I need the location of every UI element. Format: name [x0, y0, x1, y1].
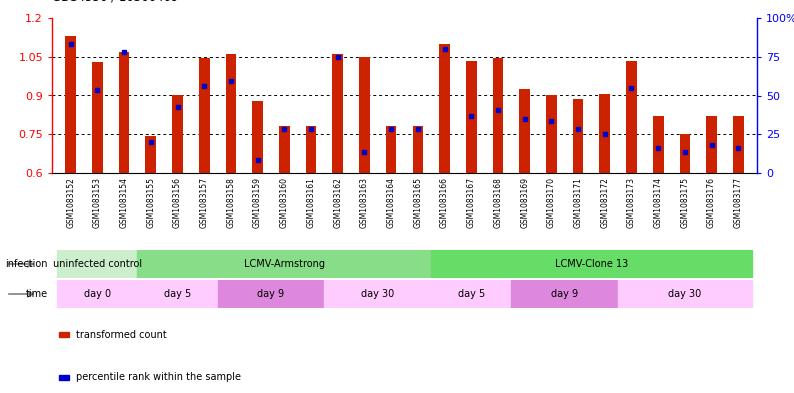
- Text: GSM1083171: GSM1083171: [573, 177, 583, 228]
- Bar: [218, 280, 325, 308]
- Bar: [466, 61, 476, 173]
- Text: transformed count: transformed count: [75, 329, 166, 340]
- Text: uninfected control: uninfected control: [53, 259, 142, 269]
- Text: GSM1083166: GSM1083166: [440, 177, 449, 228]
- Bar: [572, 99, 584, 173]
- Bar: [65, 36, 76, 173]
- Bar: [252, 101, 263, 173]
- Bar: [359, 57, 370, 173]
- Text: GSM1083155: GSM1083155: [146, 177, 156, 228]
- Bar: [386, 127, 396, 173]
- Bar: [92, 62, 102, 173]
- Text: GSM1083164: GSM1083164: [387, 177, 395, 228]
- Bar: [59, 332, 68, 337]
- Bar: [439, 44, 450, 173]
- Text: percentile rank within the sample: percentile rank within the sample: [75, 373, 241, 382]
- Text: LCMV-Armstrong: LCMV-Armstrong: [244, 259, 325, 269]
- Text: time: time: [26, 289, 48, 299]
- Text: GSM1083152: GSM1083152: [66, 177, 75, 228]
- Text: day 5: day 5: [457, 289, 485, 299]
- Text: GSM1083176: GSM1083176: [707, 177, 716, 228]
- Bar: [225, 54, 237, 173]
- Text: GSM1083154: GSM1083154: [120, 177, 129, 228]
- Bar: [511, 280, 619, 308]
- Bar: [653, 116, 664, 173]
- Text: GSM1083159: GSM1083159: [253, 177, 262, 228]
- Text: day 0: day 0: [84, 289, 111, 299]
- Bar: [198, 58, 210, 173]
- Text: GSM1083161: GSM1083161: [306, 177, 315, 228]
- Text: GSM1083160: GSM1083160: [279, 177, 289, 228]
- Text: GSM1083172: GSM1083172: [600, 177, 609, 228]
- Text: GSM1083165: GSM1083165: [414, 177, 422, 228]
- Text: GSM1083158: GSM1083158: [226, 177, 235, 228]
- Text: infection: infection: [6, 259, 48, 269]
- Bar: [431, 280, 511, 308]
- Bar: [333, 54, 343, 173]
- Bar: [145, 136, 156, 173]
- Bar: [279, 127, 290, 173]
- Bar: [413, 127, 423, 173]
- Text: GSM1083162: GSM1083162: [333, 177, 342, 228]
- Text: LCMV-Clone 13: LCMV-Clone 13: [555, 259, 628, 269]
- Text: day 5: day 5: [164, 289, 191, 299]
- Text: day 30: day 30: [361, 289, 395, 299]
- Text: GSM1083177: GSM1083177: [734, 177, 743, 228]
- Bar: [57, 280, 137, 308]
- Bar: [137, 250, 431, 278]
- Bar: [325, 280, 431, 308]
- Bar: [306, 127, 316, 173]
- Bar: [626, 61, 637, 173]
- Text: GSM1083163: GSM1083163: [360, 177, 369, 228]
- Text: day 9: day 9: [257, 289, 284, 299]
- Bar: [619, 280, 752, 308]
- Bar: [431, 250, 752, 278]
- Text: GSM1083169: GSM1083169: [520, 177, 529, 228]
- Bar: [519, 89, 530, 173]
- Bar: [172, 95, 183, 173]
- Text: GSM1083175: GSM1083175: [680, 177, 689, 228]
- Text: day 9: day 9: [551, 289, 578, 299]
- Text: day 30: day 30: [669, 289, 702, 299]
- Text: GSM1083167: GSM1083167: [467, 177, 476, 228]
- Bar: [546, 95, 557, 173]
- Text: GSM1083173: GSM1083173: [627, 177, 636, 228]
- Text: GSM1083168: GSM1083168: [493, 177, 503, 228]
- Text: GSM1083153: GSM1083153: [93, 177, 102, 228]
- Bar: [492, 58, 503, 173]
- Bar: [706, 116, 717, 173]
- Bar: [733, 116, 744, 173]
- Text: GDS4556 / 10366409: GDS4556 / 10366409: [52, 0, 179, 4]
- Text: GSM1083156: GSM1083156: [173, 177, 182, 228]
- Text: GSM1083170: GSM1083170: [547, 177, 556, 228]
- Bar: [599, 94, 610, 173]
- Text: GSM1083174: GSM1083174: [653, 177, 663, 228]
- Bar: [59, 375, 68, 380]
- Bar: [680, 134, 690, 173]
- Text: GSM1083157: GSM1083157: [200, 177, 209, 228]
- Bar: [137, 280, 218, 308]
- Bar: [57, 250, 137, 278]
- Bar: [119, 51, 129, 173]
